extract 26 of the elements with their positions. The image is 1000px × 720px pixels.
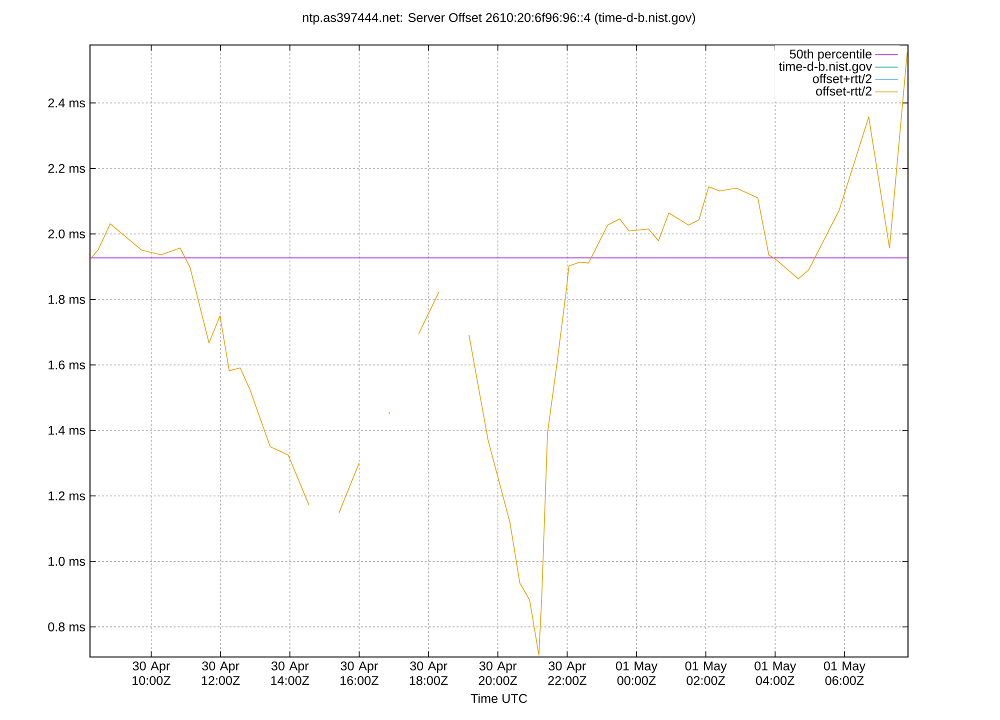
x-tick-label: 01 May 00:00Z <box>616 661 658 686</box>
x-tick-label: 30 Apr 22:00Z <box>548 661 586 686</box>
x-tick-label: 30 Apr 16:00Z <box>340 661 378 686</box>
y-tick-label: 1.4 ms <box>48 426 86 435</box>
legend-label: 50th percentile <box>790 49 872 62</box>
x-tick-label: 01 May 04:00Z <box>754 661 796 686</box>
x-tick-label: 30 Apr 20:00Z <box>478 661 518 686</box>
y-tick-label: 2.2 ms <box>48 164 86 173</box>
y-tick-label: 1.0 ms <box>48 556 86 566</box>
y-tick-label: 2.0 ms <box>48 229 86 238</box>
legend-label: offset-rtt/2 <box>816 86 872 96</box>
x-tick-label: 30 Apr 14:00Z <box>271 661 310 686</box>
y-tick-label: 1.6 ms <box>48 360 86 370</box>
x-tick-label: 30 Apr 12:00Z <box>202 661 240 686</box>
legend-label: offset+rtt/2 <box>812 74 872 84</box>
y-tick-label: 2.4 ms <box>48 98 86 108</box>
chart-title: ntp.as397444.net: Server Offset 2610:20:6f96:96::4 (time-d-b.nist.gov) <box>302 12 696 25</box>
y-tick-label: 0.8 ms <box>48 622 86 632</box>
x-tick-label: 30 Apr 18:00Z <box>410 661 448 686</box>
x-tick-label: 01 May 02:00Z <box>685 661 727 686</box>
y-tick-label: 1.8 ms <box>48 294 86 304</box>
x-tick-label: 30 Apr 10:00Z <box>132 661 170 686</box>
y-tick-label: 1.2 ms <box>48 491 86 500</box>
x-axis-title: Time UTC <box>470 694 528 703</box>
legend-label: time-d-b.nist.gov <box>779 62 872 74</box>
x-tick-label: 01 May 06:00Z <box>824 661 866 686</box>
